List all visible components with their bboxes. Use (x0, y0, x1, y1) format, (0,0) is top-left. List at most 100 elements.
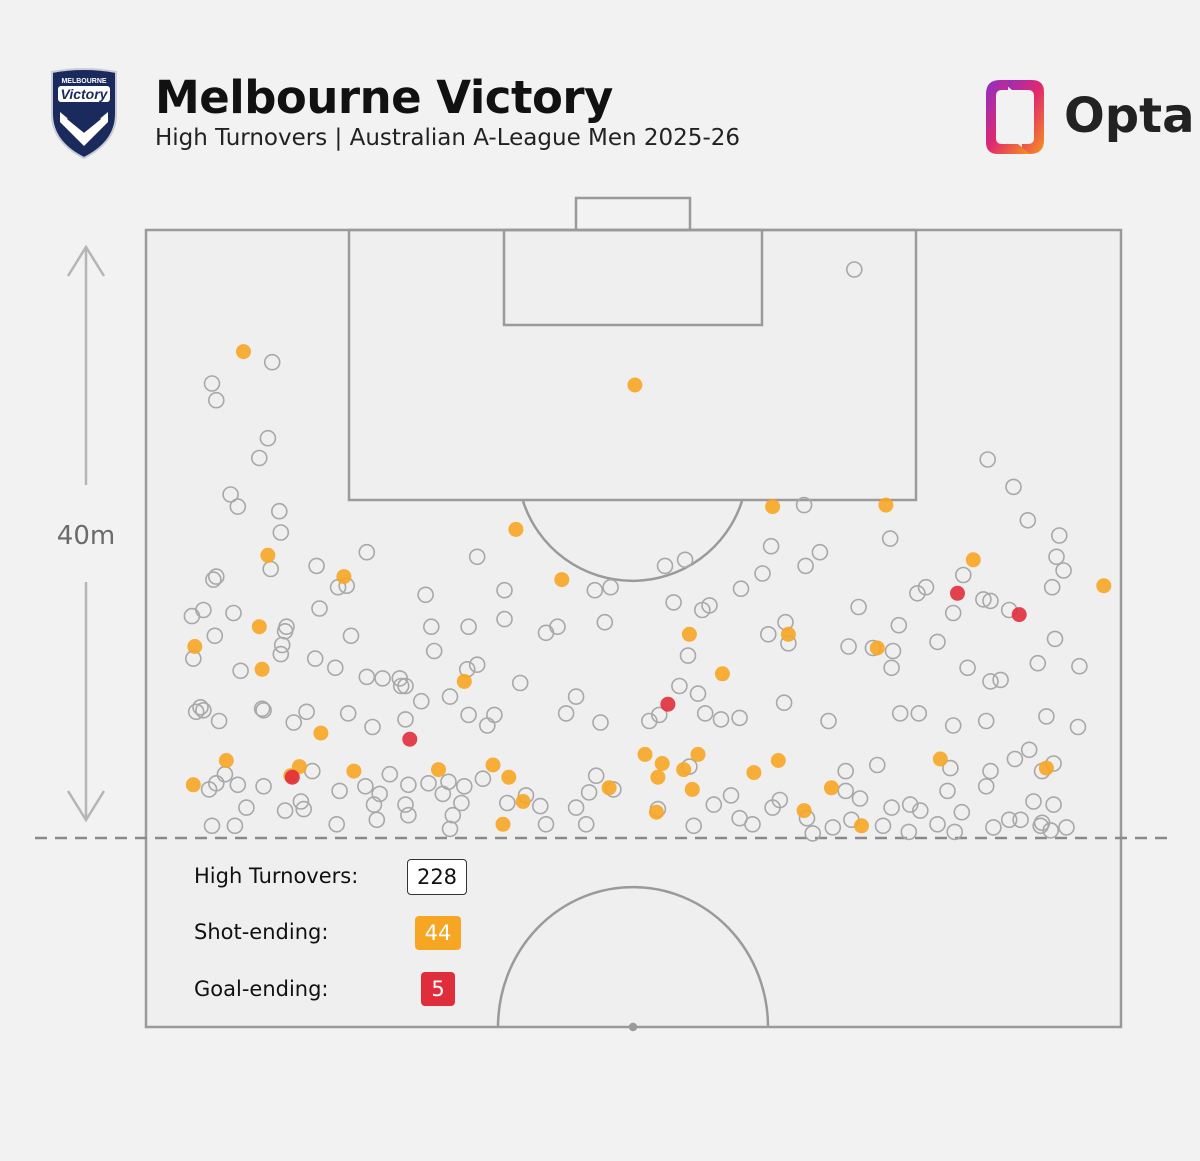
turnover-point (909, 584, 926, 602)
goal-ending-point (660, 696, 676, 712)
shot-ending-point (501, 769, 517, 785)
turnover-point (982, 592, 999, 610)
shot-ending-point (637, 746, 653, 762)
turnover-point (939, 782, 956, 800)
turnover-point (208, 391, 225, 409)
turnover-point (1055, 562, 1072, 579)
turnover-point (900, 823, 918, 841)
turnover-point (845, 261, 863, 278)
turnover-point (1071, 657, 1088, 675)
turnover-point (474, 770, 492, 788)
turnover-point (840, 638, 857, 655)
turnover-point (567, 688, 585, 705)
goal (574, 196, 692, 232)
crest-text-main: Victory (61, 86, 109, 102)
turnover-point (263, 353, 281, 371)
shot-ending-point (648, 804, 664, 820)
turnover-point (911, 802, 929, 819)
turnover-point (1006, 750, 1024, 768)
turnover-point (851, 790, 869, 807)
turnover-point (977, 712, 995, 730)
turnover-point (982, 762, 999, 780)
turnover-point (557, 705, 575, 722)
turnover-point (460, 618, 477, 636)
shot-ending-point (714, 666, 730, 682)
shot-ending-point (878, 497, 894, 513)
turnover-point (368, 811, 386, 829)
turnover-point (979, 451, 997, 468)
pitch-outline (144, 228, 1123, 1029)
turnover-point (397, 796, 414, 813)
turnover-point (795, 496, 813, 514)
turnover-point (455, 777, 473, 795)
turnover-point (762, 537, 780, 555)
turnover-point (596, 613, 614, 631)
turnover-point (225, 604, 242, 622)
turnover-point (259, 429, 277, 447)
turnover-point (420, 774, 437, 792)
centre-circle (496, 885, 770, 1028)
turnover-point (712, 711, 730, 728)
turnover-point (824, 819, 842, 836)
shot-ending-point (627, 377, 643, 393)
turnover-point (1058, 819, 1075, 836)
legend-high-turnovers-value: 228 (407, 859, 467, 895)
turnover-point (374, 670, 391, 687)
turnover-point (982, 673, 999, 690)
turnover-point (944, 604, 962, 622)
shot-ending-point (601, 780, 617, 796)
turnover-point (400, 806, 417, 824)
turnover-point (531, 797, 549, 815)
shot-ending-point (260, 547, 276, 563)
turnover-point (1020, 741, 1038, 759)
turnover-point (238, 799, 255, 816)
turnover-point (640, 712, 658, 730)
turnover-point (298, 703, 315, 721)
turnover-point (804, 825, 822, 842)
turnover-point (412, 692, 430, 710)
turnover-point (229, 498, 247, 515)
shot-ending-point (676, 762, 692, 778)
six-yard-box (502, 228, 764, 327)
turnover-point (942, 759, 959, 777)
turnover-point (397, 711, 414, 728)
turnover-point (206, 627, 224, 645)
turnover-point (342, 627, 360, 645)
shot-ending-point (431, 762, 446, 778)
shot-ending-point (313, 725, 329, 741)
turnover-point (328, 815, 346, 833)
turnover-point (1048, 548, 1065, 566)
turnover-point (665, 594, 682, 611)
turnover-point (676, 551, 694, 569)
shot-ending-point (1096, 578, 1112, 594)
turnover-point (229, 776, 247, 794)
distance-label: 40m (57, 521, 115, 551)
turnover-point (358, 668, 376, 686)
turnover-point (468, 548, 486, 566)
turnover-point (311, 600, 328, 617)
turnover-point (671, 677, 688, 695)
shot-ending-point (932, 751, 948, 767)
turnover-point (441, 820, 459, 838)
turnover-point (977, 777, 995, 795)
turnover-point (537, 815, 555, 833)
turnover-point (1025, 793, 1042, 810)
turnover-point (272, 645, 290, 663)
turnover-point (397, 677, 414, 695)
turnover-point (308, 557, 325, 575)
turnover-point (1019, 511, 1037, 529)
shot-ending-point (236, 344, 251, 360)
turnover-point (881, 530, 899, 547)
turnover-point (417, 586, 434, 604)
header: MELBOURNE Victory Melbourne Victory High… (0, 0, 1200, 180)
turnover-point (255, 777, 272, 795)
turnover-point (203, 375, 221, 392)
turnover-point (811, 543, 829, 561)
crest-text-top: MELBOURNE (61, 78, 106, 85)
turnover-point (992, 671, 1009, 689)
turnover-point (253, 700, 271, 718)
turnover-point (498, 794, 516, 812)
turnover-point (1038, 708, 1055, 725)
turnover-point (364, 718, 381, 736)
shot-ending-point (854, 818, 869, 834)
